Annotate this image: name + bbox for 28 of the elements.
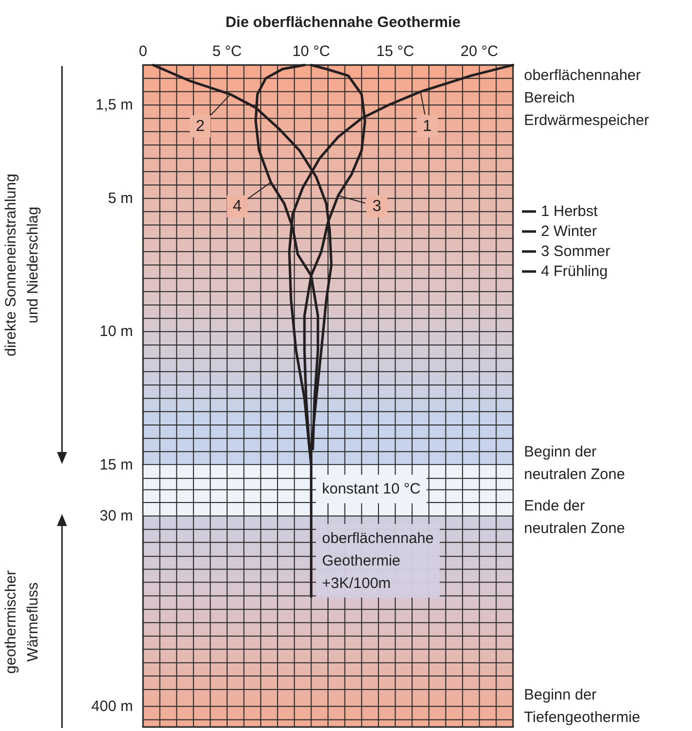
annotation: 3: [372, 198, 382, 215]
text: Beginn der Tiefengeothermie: [524, 686, 640, 726]
text: direkte Sonneneinstrahlung und Niederschlag: [2, 174, 42, 356]
x-tick-label: 5 °C: [212, 43, 242, 60]
y-tick-label: 30 m: [100, 507, 133, 524]
x-tick-label: 0: [138, 43, 148, 60]
legend-label: 1 Herbst: [541, 203, 599, 220]
y-tick-label: 10 m: [100, 323, 133, 340]
x-tick-label: 20 °C: [460, 43, 498, 60]
annotation: oberflächennahe Geothermie +3K/100m: [322, 530, 434, 592]
legend-label: 2 Winter: [541, 223, 597, 240]
text: oberflächennaher Bereich Erdwärmespeicher: [524, 66, 650, 129]
annotation: konstant 10 °C: [322, 480, 421, 498]
annotation: 1: [422, 118, 432, 135]
x-tick-label: 10 °C: [292, 43, 330, 60]
y-tick-label: 5 m: [108, 190, 133, 207]
y-tick-label: 15 m: [100, 456, 133, 474]
legend-label: 3 Sommer: [541, 243, 610, 260]
annotation: 2: [196, 118, 205, 135]
text: Ende der neutralen Zone: [524, 497, 625, 537]
y-tick-label: 1,5 m: [95, 96, 133, 114]
text: Beginn der neutralen Zone: [524, 443, 625, 483]
text: geothermischer Wärmefluss: [2, 570, 42, 674]
chart-title: Die oberflächennahe Geothermie: [225, 14, 461, 31]
annotation: 4: [232, 198, 242, 215]
y-tick-label: 400 m: [91, 698, 133, 715]
legend-label: 4 Frühling: [541, 263, 608, 280]
x-tick-label: 15 °C: [376, 43, 414, 60]
